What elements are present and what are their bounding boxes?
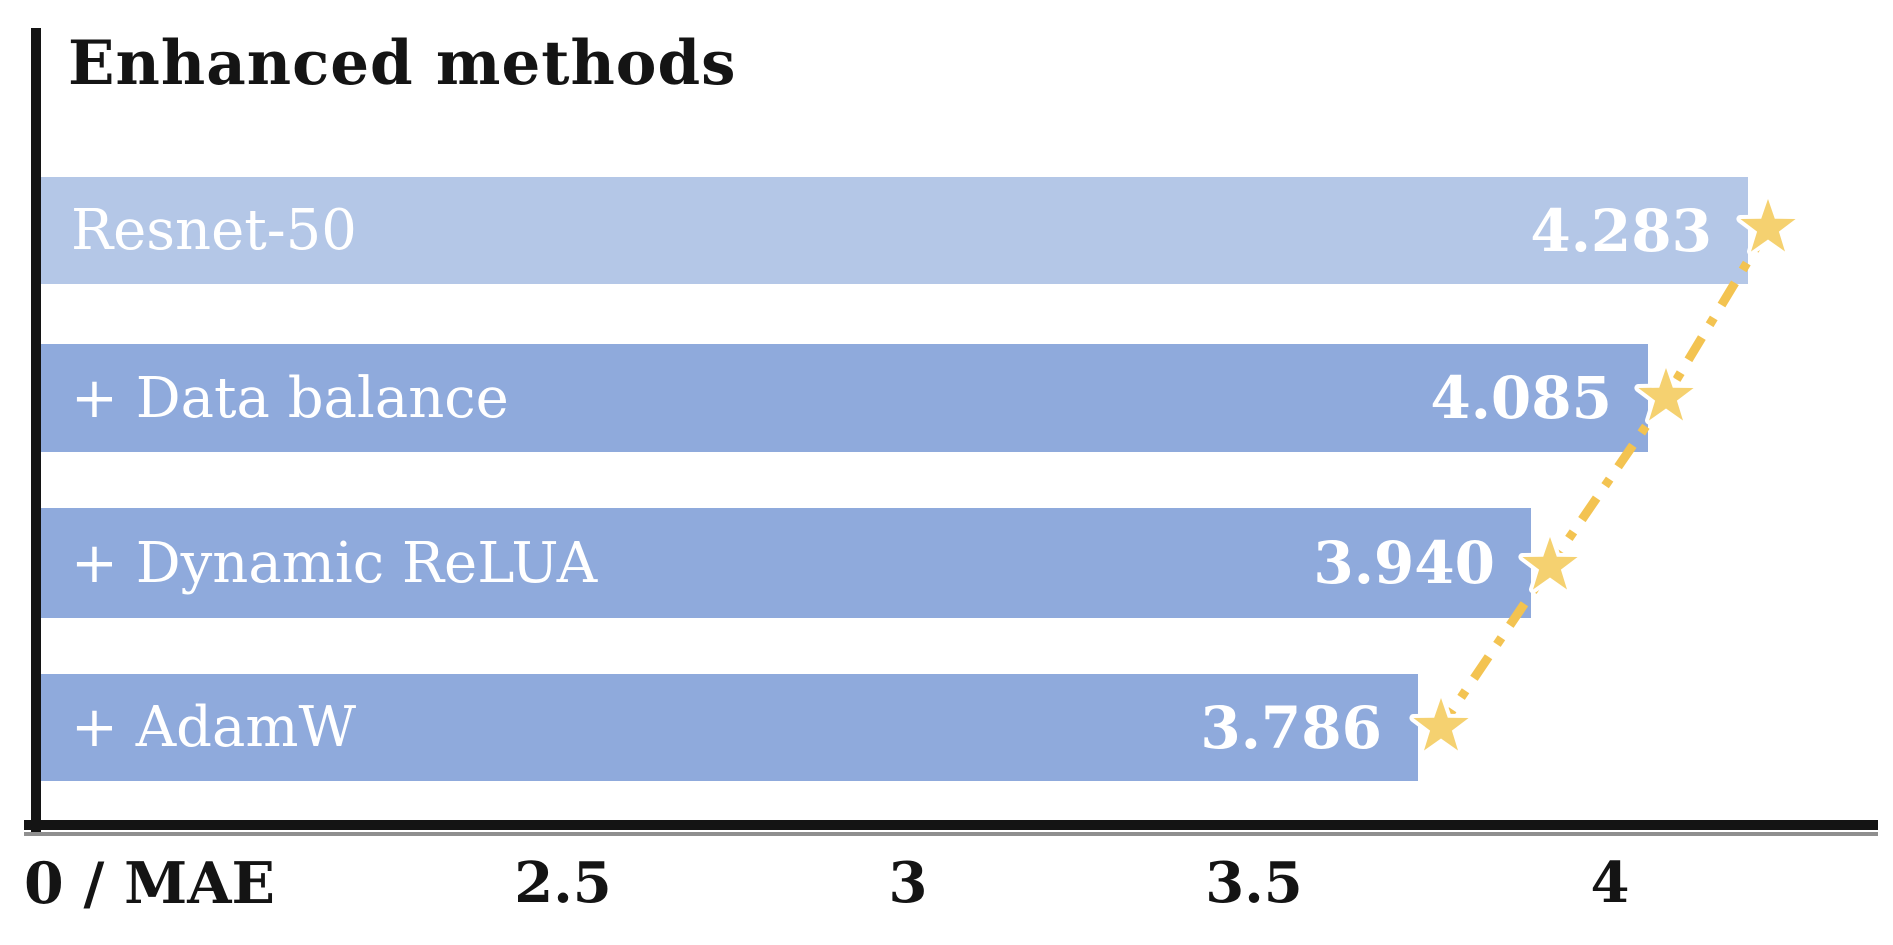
bar-resnet-50: Resnet-50 4.283	[41, 177, 1748, 284]
x-axis-shadow-line	[24, 832, 1878, 836]
trend-dashed-line	[1437, 225, 1772, 730]
x-tick-label-3: 3	[888, 850, 928, 916]
x-axis-line	[24, 820, 1878, 830]
bar-value: 4.283	[1530, 196, 1712, 265]
x-tick-label-4: 4	[1590, 850, 1630, 916]
y-axis-line	[31, 28, 41, 834]
bar-value: 4.085	[1430, 364, 1612, 432]
bar-label: + Dynamic ReLUA	[71, 530, 598, 596]
x-tick-label-3-5: 3.5	[1205, 850, 1303, 916]
x-tick-label-2-5: 2.5	[514, 850, 612, 916]
bar-label: + Data balance	[71, 365, 509, 431]
bar-dynamic-relua: + Dynamic ReLUA 3.940	[41, 508, 1531, 618]
star-icon	[1736, 195, 1800, 256]
bar-value: 3.786	[1200, 693, 1382, 762]
bar-value: 3.940	[1313, 529, 1495, 597]
star-icon	[1409, 694, 1473, 755]
bar-adamw: + AdamW 3.786	[41, 674, 1418, 781]
bar-label: + AdamW	[71, 695, 357, 760]
bar-data-balance: + Data balance 4.085	[41, 344, 1648, 452]
x-axis-origin-label: 0 / MAE	[24, 850, 275, 917]
chart-title: Enhanced methods	[68, 28, 737, 99]
bar-label: Resnet-50	[71, 198, 357, 263]
